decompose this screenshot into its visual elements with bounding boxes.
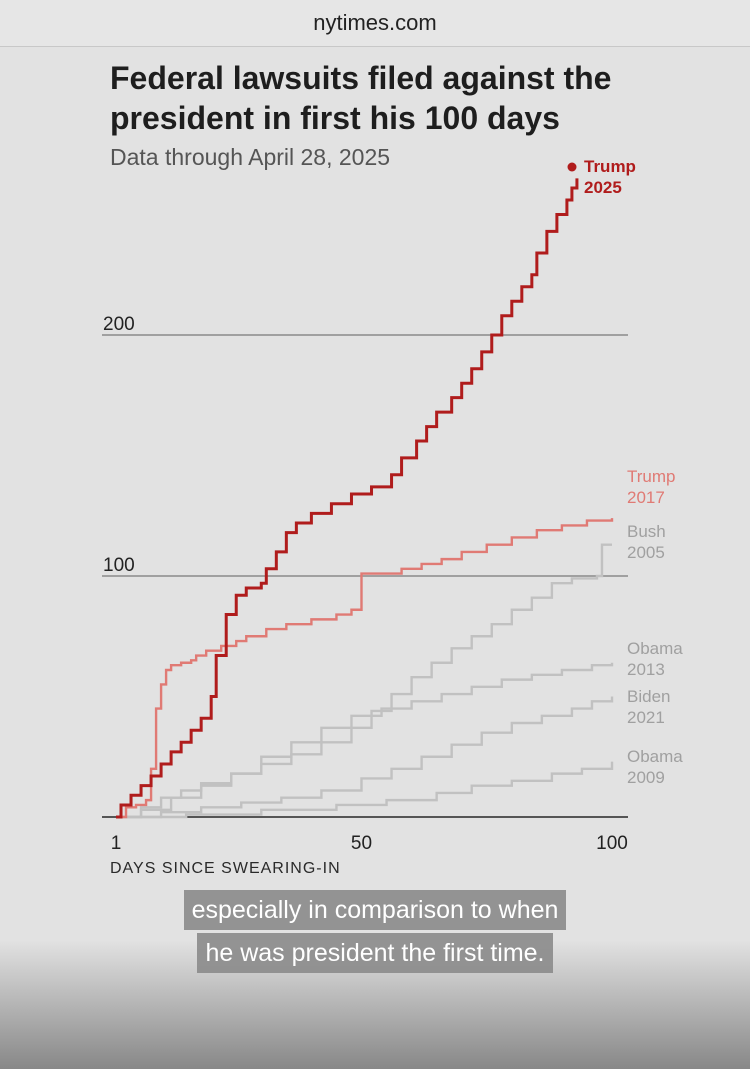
- series-label-name-bush2005: Bush: [627, 522, 666, 541]
- x-tick-label-100: 100: [596, 833, 628, 854]
- series-label-name-obama2009: Obama: [627, 747, 683, 766]
- series-label-name-trump2017: Trump: [627, 467, 676, 486]
- x-tick-label-1: 1: [111, 833, 122, 854]
- series-end-dot-trump2025: [567, 162, 577, 172]
- series-label-name-trump2025: Trump: [584, 157, 636, 176]
- x-tick-label-50: 50: [351, 833, 372, 854]
- series-label-year-biden2021: 2021: [627, 708, 665, 727]
- series-label-year-trump2025: 2025: [584, 178, 622, 197]
- series-line-obama2009: [116, 761, 614, 819]
- y-tick-label-200: 200: [103, 314, 135, 335]
- series-label-year-obama2013: 2013: [627, 660, 665, 679]
- chart-subtitle: Data through April 28, 2025: [110, 144, 391, 170]
- x-axis-label: DAYS SINCE SWEARING-IN: [110, 860, 341, 877]
- series-label-year-bush2005: 2005: [627, 543, 665, 562]
- series-line-trump2017: [116, 518, 614, 819]
- series-label-year-trump2017: 2017: [627, 488, 665, 507]
- video-caption: especially in comparison to when he was …: [0, 890, 750, 976]
- browser-bar: nytimes.com: [0, 0, 750, 47]
- y-tick-label-100: 100: [103, 555, 135, 576]
- series-label-year-obama2009: 2009: [627, 768, 665, 787]
- caption-line-1: especially in comparison to when: [183, 890, 567, 930]
- series-line-trump2025: [116, 178, 579, 819]
- series-line-bush2005: [116, 543, 612, 819]
- chart-title: Federal lawsuits filed against the presi…: [110, 60, 612, 136]
- url-label[interactable]: nytimes.com: [313, 10, 437, 35]
- caption-line-2: he was president the first time.: [197, 933, 553, 973]
- series-label-name-biden2021: Biden: [627, 687, 670, 706]
- series-line-biden2021: [116, 696, 614, 819]
- series-label-name-obama2013: Obama: [627, 639, 683, 658]
